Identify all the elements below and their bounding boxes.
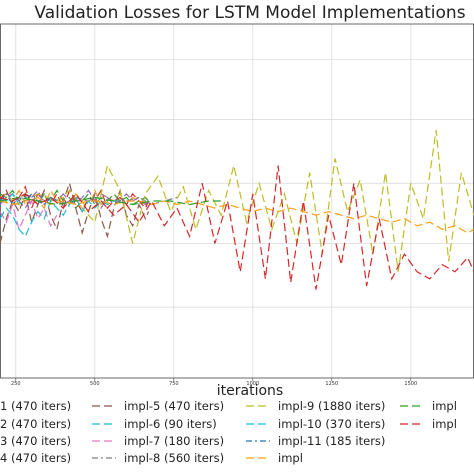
series-line-14: [0, 165, 474, 290]
legend-entry: impl-8 (560 iters): [124, 451, 224, 465]
legend-entry: impl-5 (470 iters): [124, 399, 224, 413]
legend-entry: impl-10 (370 iters): [278, 417, 385, 431]
series-line-11: [0, 192, 59, 206]
series-line-12: [0, 196, 474, 234]
x-tick-label: 1000: [246, 381, 259, 387]
x-tick-label: 1250: [325, 381, 338, 387]
series-layer: [0, 130, 474, 290]
x-tick-label: 750: [169, 381, 179, 387]
x-tick-label: 500: [90, 381, 100, 387]
x-tick-label: 250: [11, 381, 21, 387]
x-axis-label: iterations: [217, 383, 283, 399]
legend-entry: impl-7 (180 iters): [124, 434, 224, 448]
legend-entry: impl: [278, 451, 303, 465]
legend-entry: impl: [432, 399, 457, 413]
legend-entry: impl-11 (185 iters): [278, 434, 385, 448]
legend-entry: impl: [432, 417, 457, 431]
x-tick-label: 1500: [404, 381, 417, 387]
legend-entry: 2 (470 iters): [0, 417, 71, 431]
legend-entry: 1 (470 iters): [0, 399, 71, 413]
series-line-13: [0, 196, 222, 206]
legend-entry: 3 (470 iters): [0, 434, 71, 448]
series-line-7: [0, 199, 58, 232]
legend-entry: impl-9 (1880 iters): [278, 399, 385, 413]
chart-title: Validation Losses for LSTM Model Impleme…: [34, 3, 465, 23]
x-ticks: 250 500 750 1000 1250 1500: [11, 378, 417, 387]
series-line-10: [0, 196, 117, 238]
legend: 1 (470 iters) 2 (470 iters) 3 (470 iters) 4…: [0, 399, 457, 465]
legend-entry: 4 (470 iters): [0, 451, 71, 465]
series-line-9: [0, 130, 474, 272]
legend-entry: impl-6 (90 iters): [124, 417, 217, 431]
